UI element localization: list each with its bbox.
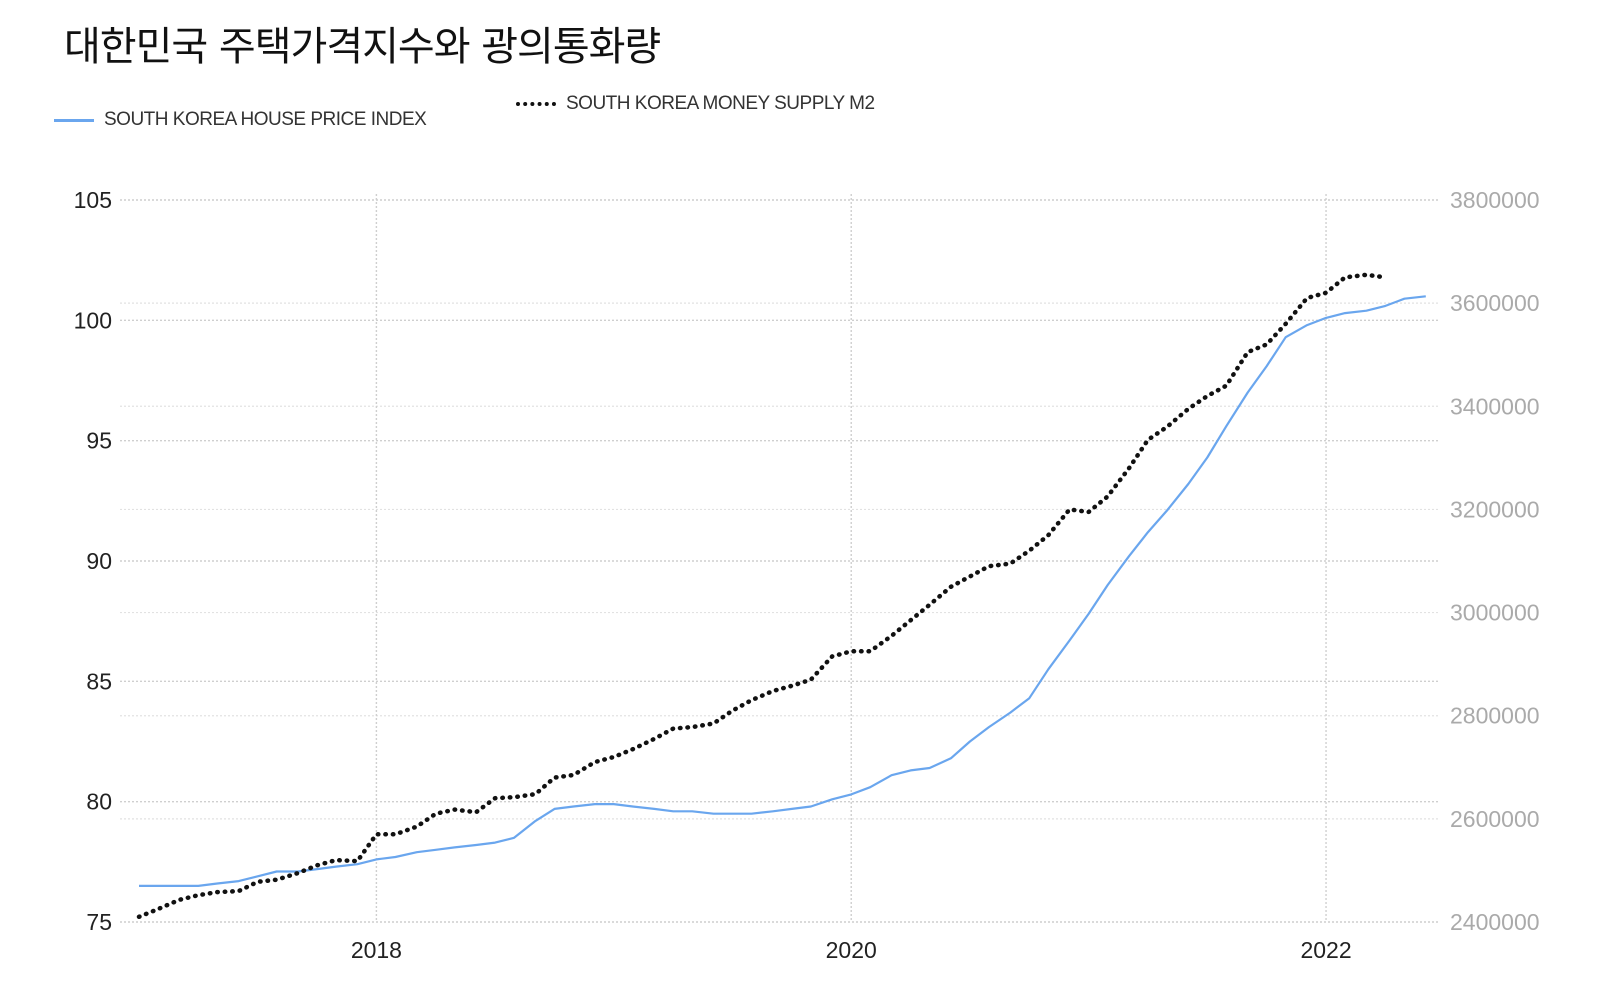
x-tick-label: 2022 <box>1300 937 1351 963</box>
legend-line-money-supply <box>516 102 556 106</box>
y-tick-left: 80 <box>86 789 112 815</box>
legend-label-money-supply: SOUTH KOREA MONEY SUPPLY M2 <box>566 93 875 114</box>
x-axis-ticks: 2018 2020 2022 <box>351 937 1352 963</box>
y-tick-right: 2400000 <box>1450 909 1540 935</box>
legend-item-house-price[interactable]: SOUTH KOREA HOUSE PRICE INDEX <box>54 108 427 132</box>
y-tick-right: 2800000 <box>1450 703 1540 729</box>
y-tick-right: 3200000 <box>1450 496 1540 522</box>
y-axis-left-ticks: 105 100 95 90 85 80 75 <box>74 187 112 935</box>
series-line-money-supply <box>136 272 1388 920</box>
y-tick-right: 3600000 <box>1450 290 1540 316</box>
y-tick-left: 75 <box>86 909 112 935</box>
grid-minor <box>120 199 1440 923</box>
y-tick-right: 3000000 <box>1450 600 1540 626</box>
y-axis-right-ticks: 3800000 3600000 3400000 3200000 3000000 28000… <box>1450 187 1540 935</box>
x-tick-label: 2018 <box>351 937 402 963</box>
y-tick-left: 85 <box>86 668 112 694</box>
legend-item-money-supply[interactable]: SOUTH KOREA MONEY SUPPLY M2 <box>516 92 875 116</box>
grid-major <box>120 194 1440 923</box>
y-tick-left: 100 <box>74 307 112 333</box>
y-tick-right: 2600000 <box>1450 806 1540 832</box>
y-tick-left: 95 <box>86 428 112 454</box>
chart-title: 대한민국 주택가격지수와 광의통화량 <box>64 24 661 70</box>
series-layer <box>136 272 1426 920</box>
y-tick-right: 3800000 <box>1450 187 1540 213</box>
legend-line-house-price <box>54 118 94 122</box>
y-tick-left: 105 <box>74 187 112 213</box>
y-tick-left: 90 <box>86 548 112 574</box>
y-tick-right: 3400000 <box>1450 393 1540 419</box>
legend-label-house-price: SOUTH KOREA HOUSE PRICE INDEX <box>104 109 427 130</box>
x-tick-label: 2020 <box>826 937 877 963</box>
series-line-house-price <box>139 295 1426 888</box>
